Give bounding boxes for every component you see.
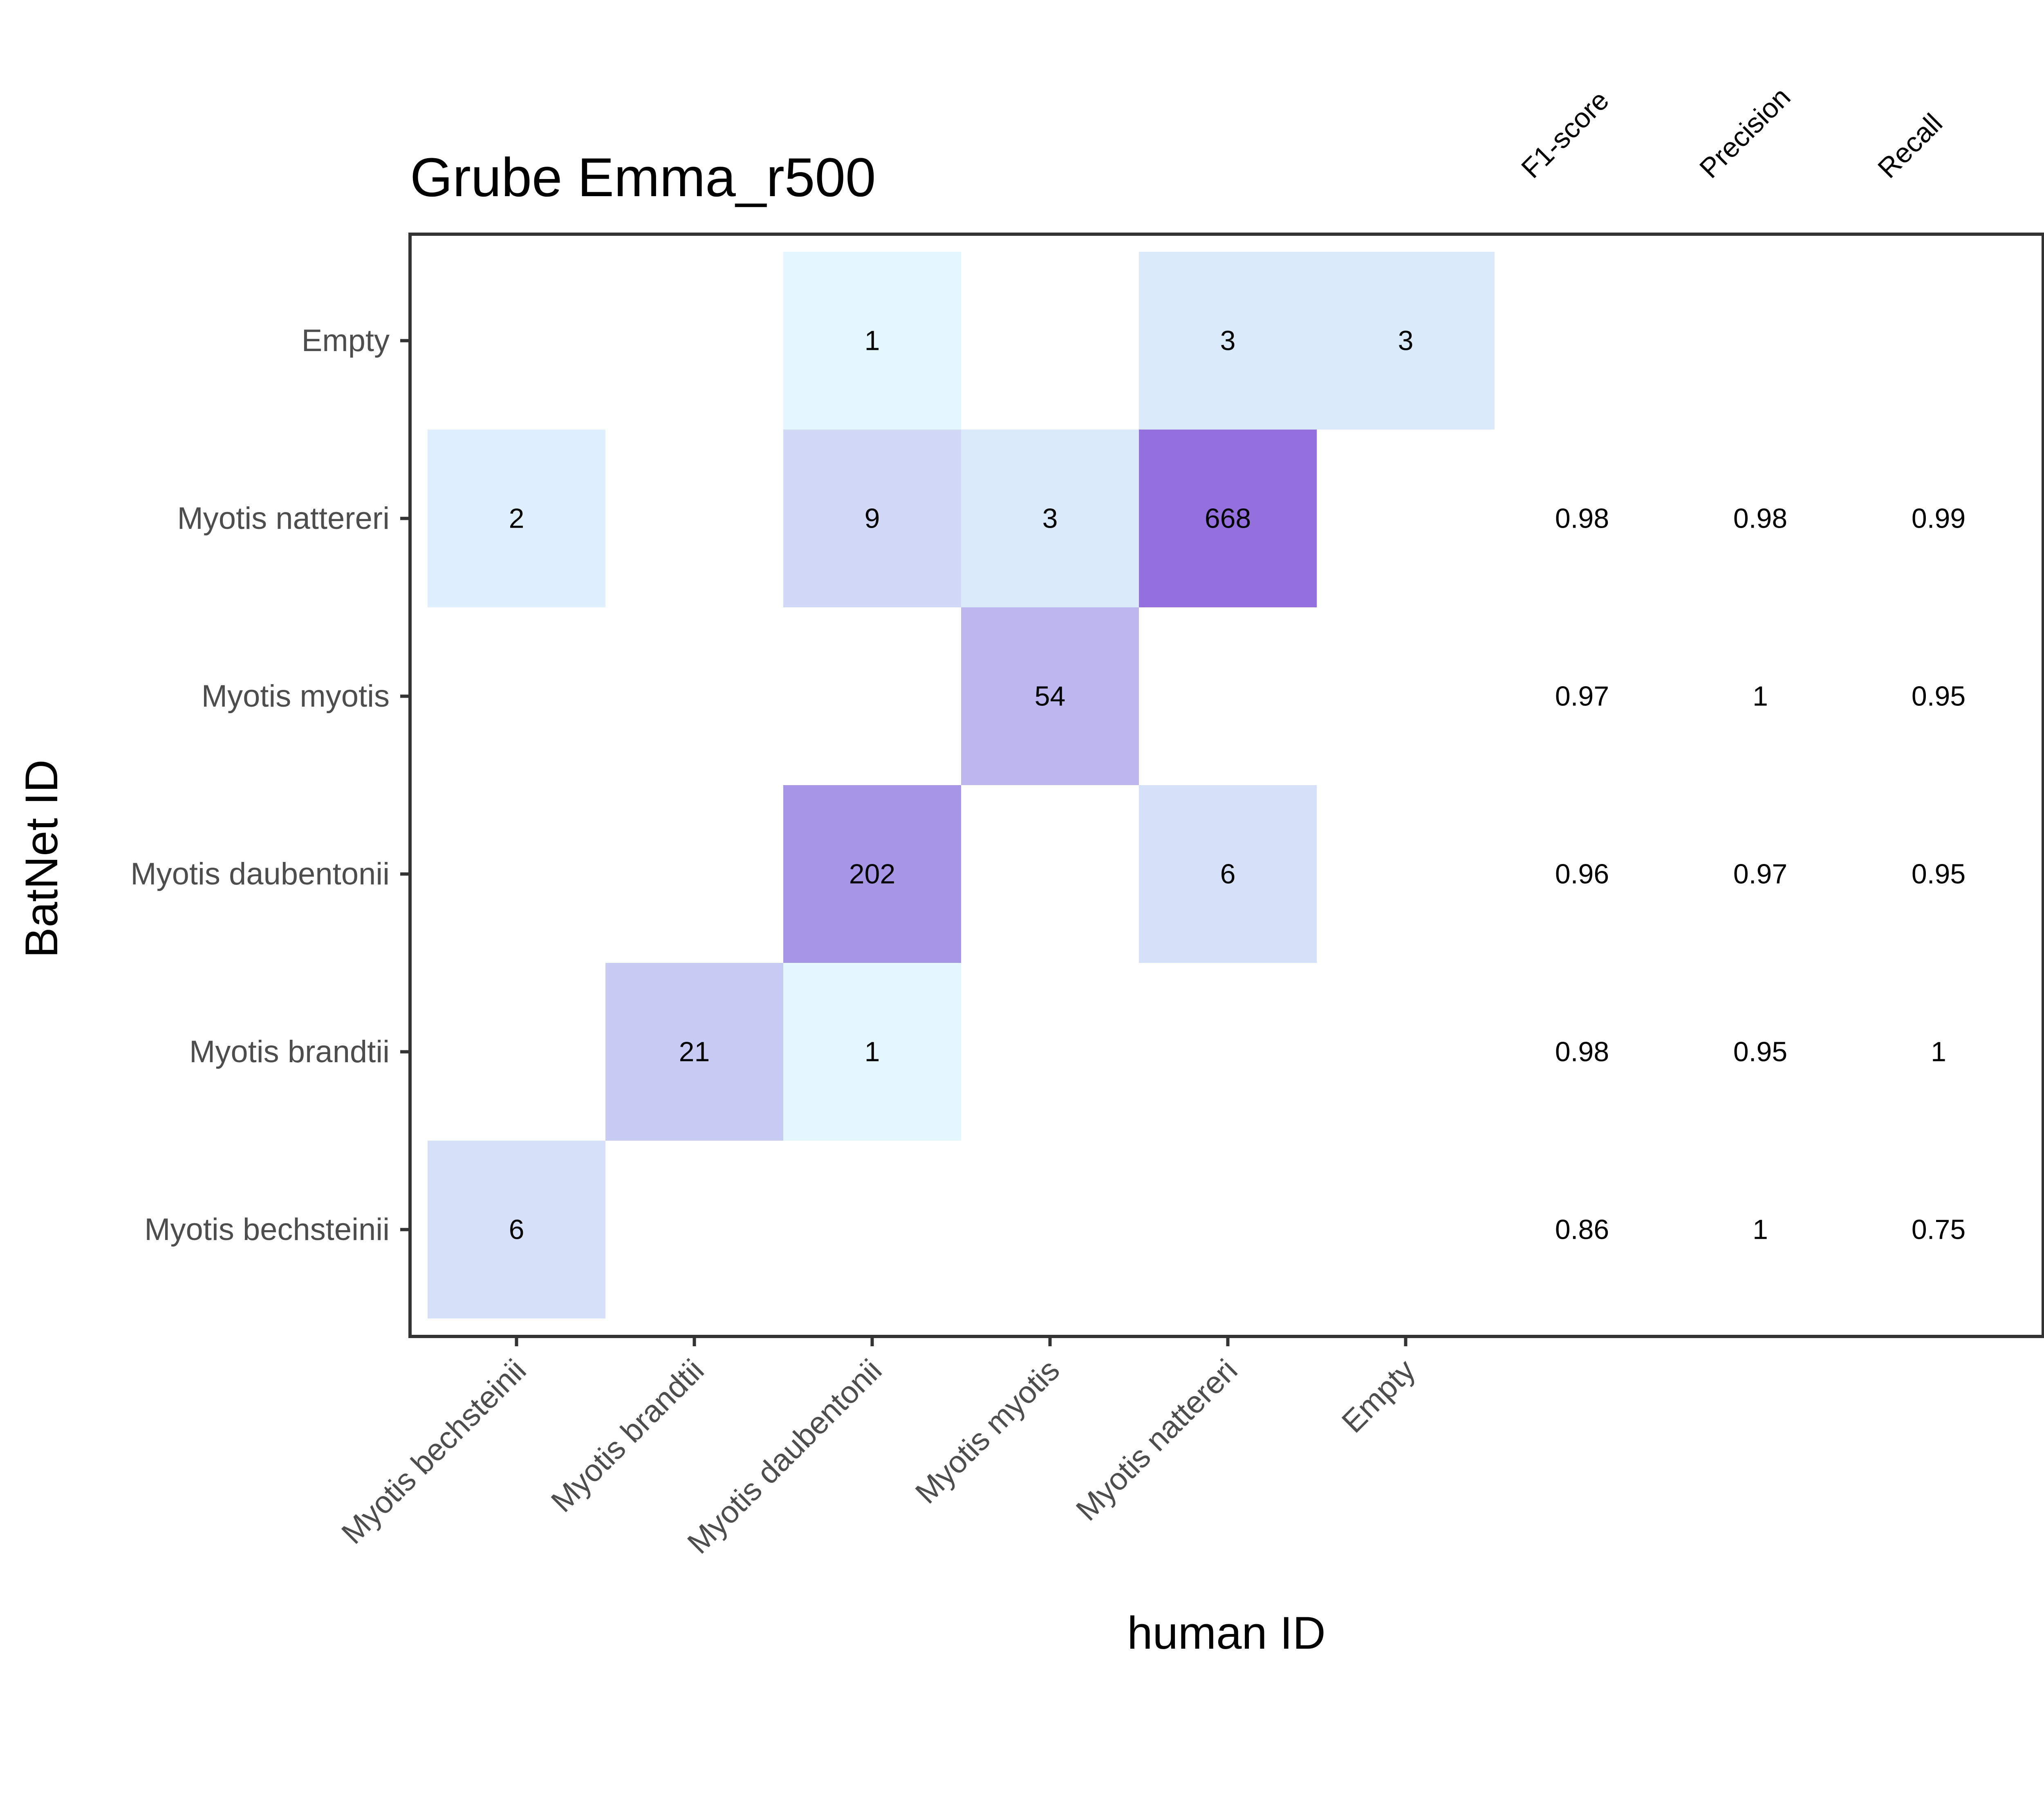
- cell-value-label: 3: [1398, 325, 1414, 356]
- metric-value: 0.99: [1912, 503, 1966, 534]
- metric-value: 0.95: [1733, 1036, 1787, 1068]
- metric-value: 0.95: [1912, 859, 1966, 890]
- cell-value-label: 3: [1042, 503, 1058, 534]
- cell-value-label: 6: [1220, 859, 1236, 890]
- metric-value: 0.98: [1555, 503, 1609, 534]
- cell-value-label: 1: [865, 325, 880, 356]
- heatmap-cell: [1139, 430, 1317, 607]
- metric-value: 1: [1753, 681, 1768, 712]
- cell-value-label: 1: [865, 1036, 880, 1068]
- metric-value: 0.98: [1555, 1036, 1609, 1068]
- heatmap-cell: [783, 252, 961, 430]
- heatmap-cell: [428, 1141, 605, 1318]
- heatmap-cell-labels: 1 3 3 2 9 3 668 54 202 6 21 1 6: [509, 325, 1414, 1245]
- metric-value: 0.86: [1555, 1214, 1609, 1245]
- metric-value: 0.98: [1733, 503, 1787, 534]
- heatmap-cell: [605, 963, 783, 1141]
- metric-value: 1: [1931, 1036, 1946, 1068]
- y-axis-title: BatNet ID: [16, 759, 67, 958]
- y-tick-label: Myotis daubentonii: [130, 857, 390, 891]
- cell-value-label: 668: [1205, 503, 1251, 534]
- metric-value: 0.95: [1912, 681, 1966, 712]
- metric-value: 0.97: [1555, 681, 1609, 712]
- metric-value: 0.96: [1555, 859, 1609, 890]
- cell-value-label: 21: [679, 1036, 710, 1068]
- heatmap-cell: [961, 607, 1139, 785]
- cell-value-label: 3: [1220, 325, 1236, 356]
- cell-value-label: 2: [509, 503, 524, 534]
- cell-value-label: 202: [849, 859, 895, 890]
- metric-value: 1: [1753, 1214, 1768, 1245]
- y-tick-label: Myotis nattereri: [177, 501, 390, 536]
- cell-value-label: 9: [865, 503, 880, 534]
- cell-value-label: 6: [509, 1214, 524, 1245]
- metric-value: 0.75: [1912, 1214, 1966, 1245]
- y-tick-label: Myotis myotis: [202, 679, 390, 714]
- cell-value-label: 54: [1035, 681, 1066, 712]
- y-tick-label: Empty: [302, 323, 390, 358]
- heatmap-cell: [783, 963, 961, 1141]
- heatmap-cells: [428, 252, 1495, 1318]
- y-tick-label: Myotis bechsteinii: [144, 1212, 390, 1247]
- heatmap-cell: [428, 430, 605, 607]
- chart-title: Grube Emma_r500: [410, 147, 876, 208]
- heatmap-cell: [1139, 252, 1317, 430]
- heatmap-cell: [1139, 785, 1317, 963]
- heatmap-cell: [961, 430, 1139, 607]
- heatmap-cell: [783, 430, 961, 607]
- x-axis-title: human ID: [1127, 1607, 1326, 1659]
- heatmap-cell: [783, 785, 961, 963]
- heatmap-cell: [1317, 252, 1495, 430]
- metric-value: 0.97: [1733, 859, 1787, 890]
- y-tick-label: Myotis brandtii: [189, 1034, 390, 1069]
